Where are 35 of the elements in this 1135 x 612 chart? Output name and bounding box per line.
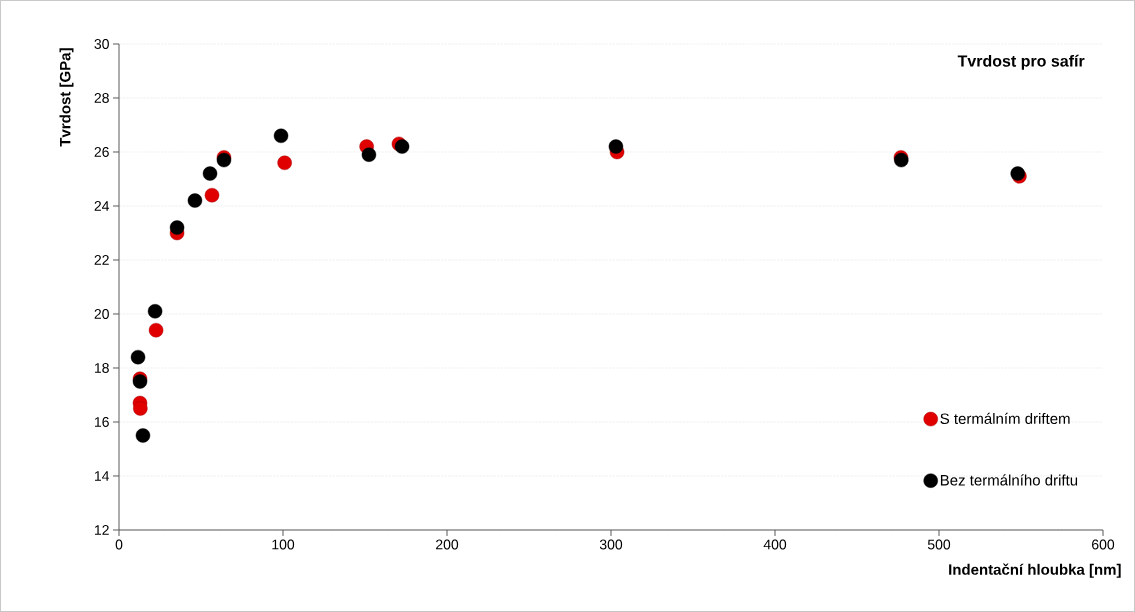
x-axis-title: Indentační hloubka [nm] [949, 563, 1121, 578]
y-tick-label: 24 [94, 201, 110, 211]
x-tick-label: 500 [927, 539, 951, 550]
y-tick-label: 14 [94, 471, 110, 481]
y-tick-label: 30 [94, 39, 109, 49]
point [169, 220, 185, 235]
point [361, 147, 377, 162]
point [187, 193, 203, 208]
legend-label: Bez termálního driftu [940, 474, 1078, 486]
x-tick-label: 600 [1092, 539, 1115, 550]
point [133, 401, 148, 416]
y-tick-label: 26 [94, 147, 109, 157]
x-tick-label: 300 [599, 539, 623, 550]
y-axis-title: Tvrdost [GPa] [59, 48, 74, 147]
x-tick-label: 200 [436, 539, 459, 550]
x-tick-label: 100 [272, 539, 295, 550]
y-tick-label: 16 [94, 417, 109, 427]
y-tick-label: 20 [94, 309, 109, 319]
point [130, 349, 146, 365]
text: Tvrdost pro safír [957, 54, 1085, 70]
y-tick-label: 18 [94, 363, 109, 373]
point [147, 304, 163, 319]
legend-label: S termálním driftem [940, 412, 1070, 424]
point [204, 187, 220, 203]
point [148, 322, 164, 338]
y-tick-label: 12 [94, 525, 109, 535]
y-tick-label: 22 [94, 255, 109, 265]
point [277, 155, 292, 170]
x-tick-label: 400 [763, 539, 787, 550]
point [135, 428, 151, 443]
point [608, 139, 624, 154]
point [202, 166, 218, 181]
y-tick-label: 28 [94, 93, 109, 103]
point [273, 128, 289, 143]
x-tick-label: 0 [115, 539, 123, 550]
